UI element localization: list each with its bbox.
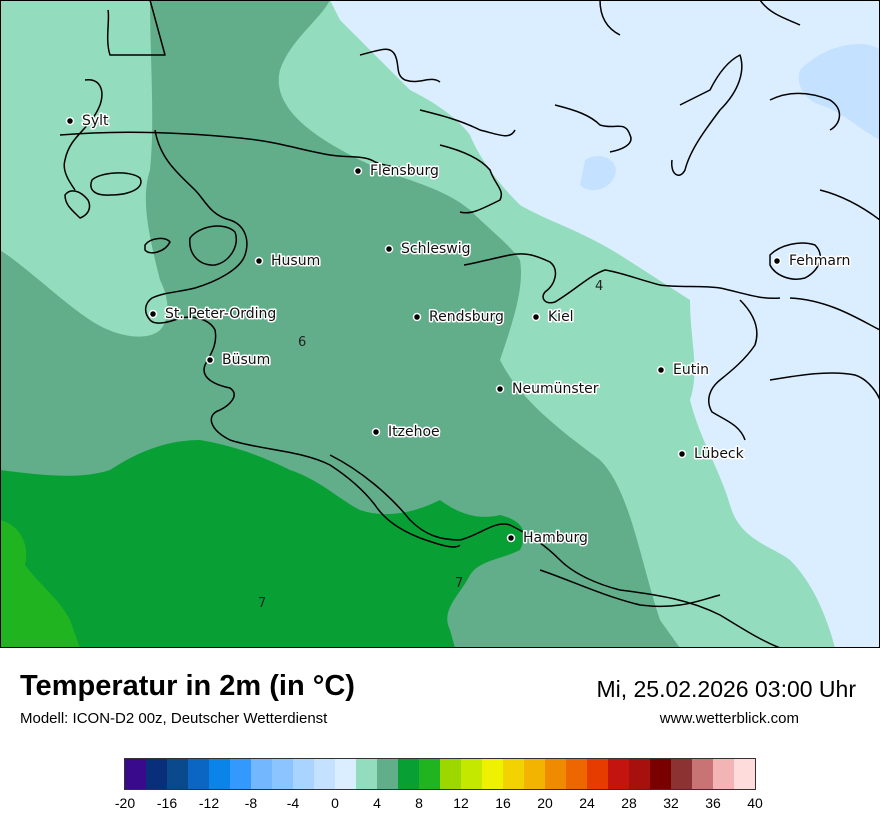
city-kiel[interactable]: Kiel [531,308,575,327]
temp-zone-8-10 [0,520,80,648]
coastlines [59,0,880,648]
svg-text:Hamburg: Hamburg [523,530,588,546]
legend-tick-label: 36 [705,795,721,811]
legend-swatch [629,759,650,789]
legend-tick-label: -8 [244,795,258,811]
svg-text:Flensburg: Flensburg [370,163,439,179]
city-buesum[interactable]: Büsum [205,351,272,370]
legend-swatch [692,759,713,789]
svg-text:Sylt: Sylt [82,113,109,129]
svg-text:Eutin: Eutin [673,362,709,378]
legend-swatch [188,759,209,789]
legend-tick-label: 8 [415,795,423,811]
legend-tick-label: 4 [373,795,381,811]
isoline-labels: 4 6 7 7 [258,279,603,611]
city-rendsburg[interactable]: Rendsburg [412,308,505,327]
svg-text:Neumünster: Neumünster [512,381,599,397]
legend-swatch [146,759,167,789]
legend-swatch [356,759,377,789]
legend-tick-label: 32 [663,795,679,811]
legend-swatch [566,759,587,789]
svg-text:Büsum: Büsum [222,352,270,368]
svg-text:Lübeck: Lübeck [694,446,745,462]
city-st-peter-ording[interactable]: St. Peter-Ording [148,305,278,324]
legend-tick-label: -20 [114,795,136,811]
city-flensburg[interactable]: Flensburg [353,162,440,181]
legend-swatch [608,759,629,789]
legend-swatch [377,759,398,789]
legend-color-bar [124,758,756,790]
city-itzehoe[interactable]: Itzehoe [371,423,441,442]
map-title: Temperatur in 2m (in °C) [20,670,355,702]
city-markers: Sylt Flensburg Schleswig Husum St. Peter… [65,112,852,548]
city-luebeck[interactable]: Lübeck [677,445,746,464]
color-legend: -20 -16 -12 -8 -4 0 4 8 12 16 20 24 28 32 36 40 [115,758,763,811]
legend-swatch [650,759,671,789]
legend-tick-label: -12 [198,795,220,811]
legend-swatch [272,759,293,789]
isoline-label: 6 [298,335,306,350]
legend-swatch [671,759,692,789]
svg-text:St. Peter-Ording: St. Peter-Ording [165,306,276,322]
legend-swatch [125,759,146,789]
legend-swatch [335,759,356,789]
svg-text:Kiel: Kiel [548,309,574,325]
legend-swatch [461,759,482,789]
legend-tick-label: 28 [621,795,637,811]
legend-tick-label: 12 [453,795,469,811]
temp-zone-7-8 [0,440,524,648]
legend-swatch [734,759,755,789]
svg-text:Itzehoe: Itzehoe [388,424,440,440]
city-neumuenster[interactable]: Neumünster [495,380,600,399]
city-husum[interactable]: Husum [254,252,322,271]
legend-swatch [503,759,524,789]
isoline-label: 4 [595,279,603,294]
city-fehmarn[interactable]: Fehmarn [772,252,852,271]
svg-text:Fehmarn: Fehmarn [789,253,850,269]
legend-swatch [440,759,461,789]
temperature-map: 4 6 7 7 Sylt Flensburg Schleswig Husum S… [0,0,880,648]
temp-zone-cold-patch [580,155,616,191]
legend-swatch [293,759,314,789]
isoline-label: 7 [455,576,463,591]
isoline-label: 7 [258,596,266,611]
legend-swatch [314,759,335,789]
legend-tick-label: -4 [286,795,300,811]
legend-swatch [524,759,545,789]
legend-swatch [482,759,503,789]
legend-swatch [713,759,734,789]
city-hamburg[interactable]: Hamburg [506,529,589,548]
map-subtitle: Modell: ICON-D2 00z, Deutscher Wetterdie… [20,710,328,727]
city-schleswig[interactable]: Schleswig [384,240,472,259]
city-sylt[interactable]: Sylt [65,112,111,131]
legend-tick-label: 0 [331,795,339,811]
legend-tick-label: 20 [537,795,553,811]
svg-text:Rendsburg: Rendsburg [429,309,504,325]
temp-zone-cold-patch [798,44,880,140]
legend-swatch [230,759,251,789]
temp-zone-0-2 [330,0,880,648]
legend-swatch [545,759,566,789]
legend-swatch [209,759,230,789]
legend-swatch [167,759,188,789]
city-eutin[interactable]: Eutin [656,361,710,380]
legend-swatch [251,759,272,789]
legend-swatch [419,759,440,789]
legend-swatch [398,759,419,789]
legend-tick-label: 40 [747,795,763,811]
forecast-datetime: Mi, 25.02.2026 03:00 Uhr [596,676,856,702]
svg-text:Schleswig: Schleswig [401,241,470,257]
website-link[interactable]: www.wetterblick.com [659,710,799,727]
svg-text:Husum: Husum [271,253,320,269]
legend-tick-label: 24 [579,795,595,811]
legend-tick-label: 16 [495,795,511,811]
legend-swatch [587,759,608,789]
legend-tick-label: -16 [156,795,178,811]
